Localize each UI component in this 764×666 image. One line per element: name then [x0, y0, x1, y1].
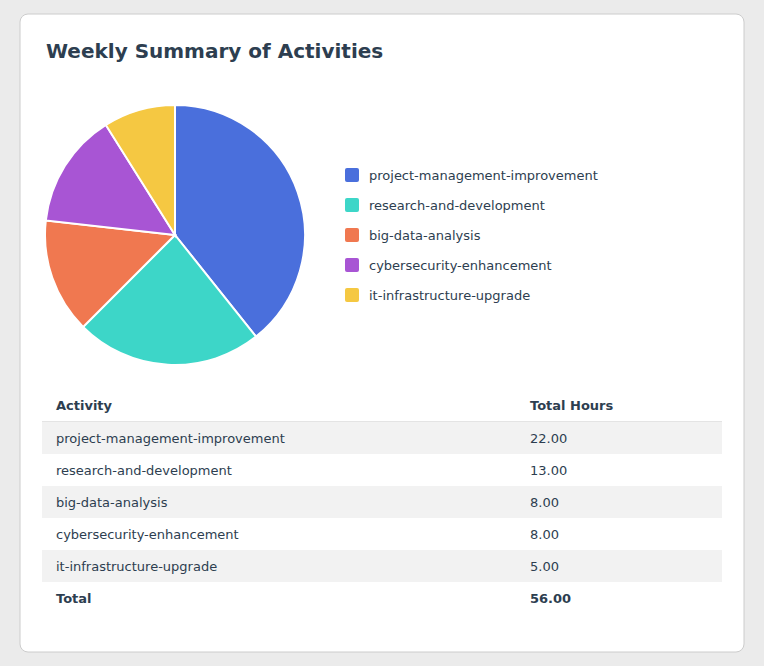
table-cell: cybersecurity-enhancement — [56, 527, 239, 542]
legend-swatch — [345, 288, 359, 302]
legend-swatch — [345, 258, 359, 272]
table-cell: research-and-development — [56, 463, 232, 478]
table-total-label: Total — [56, 591, 92, 606]
table-cell: big-data-analysis — [56, 495, 168, 510]
legend-label: project-management-improvement — [369, 168, 598, 183]
pie — [45, 105, 305, 365]
table-cell: project-management-improvement — [56, 431, 285, 446]
legend-label: research-and-development — [369, 198, 545, 213]
table-row — [42, 486, 722, 518]
chart: Weekly Summary of Activities project-mana… — [0, 0, 764, 666]
pie-slice — [45, 220, 175, 326]
table-cell: it-infrastructure-upgrade — [56, 559, 217, 574]
legend-swatch — [345, 198, 359, 212]
legend-swatch — [345, 168, 359, 182]
table-header: Total Hours — [530, 398, 614, 413]
table-row — [42, 422, 722, 454]
table-row — [42, 454, 722, 486]
table: Activity Total Hours project-management-im… — [42, 398, 722, 615]
table-value: 5.00 — [530, 559, 559, 574]
table-value: 8.00 — [530, 495, 559, 510]
table-row — [42, 550, 722, 582]
legend-swatch — [345, 228, 359, 242]
background — [0, 0, 764, 666]
table-row — [42, 518, 722, 550]
card — [20, 14, 744, 652]
legend: project-management-improvement research-a… — [345, 168, 598, 303]
pie-slice — [106, 105, 175, 235]
table-value: 13.00 — [530, 463, 567, 478]
title: Weekly Summary of Activities — [46, 39, 383, 63]
legend-label: it-infrastructure-upgrade — [369, 288, 530, 303]
table-header: Activity — [56, 398, 113, 413]
table-value: 22.00 — [530, 431, 567, 446]
legend-label: big-data-analysis — [369, 228, 481, 243]
table-value: 8.00 — [530, 527, 559, 542]
legend-label: cybersecurity-enhancement — [369, 258, 552, 273]
table-total-row — [42, 582, 722, 614]
table-total-value: 56.00 — [530, 591, 571, 606]
